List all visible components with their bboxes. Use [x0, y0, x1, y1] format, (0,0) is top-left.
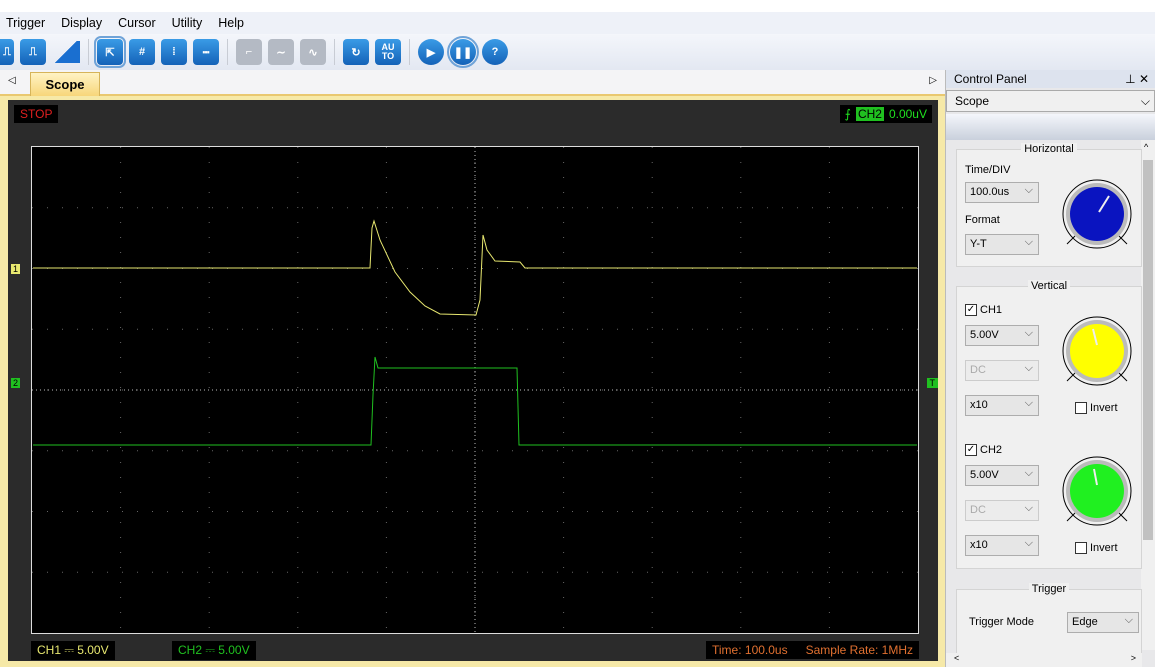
ch1-trace [33, 219, 917, 316]
menu-display[interactable]: Display [61, 16, 103, 30]
ch1-knob[interactable] [1061, 315, 1133, 387]
format-select[interactable]: Y-T [965, 233, 1039, 255]
ch1-volts-select[interactable]: 5.00V [965, 324, 1039, 346]
pause-icon[interactable]: ❚❚ [447, 36, 479, 68]
ch2-scale: CH2 ⎓ 5.00V [172, 641, 256, 660]
ch1-checkbox[interactable]: ✓ CH1 [965, 304, 1003, 316]
step-icon[interactable]: ⌐ [236, 39, 262, 65]
scroll-up-icon[interactable]: ^ [1144, 142, 1149, 152]
horizontal-cursor-icon[interactable]: ┅ [193, 39, 219, 65]
waveform-plot[interactable] [31, 146, 919, 634]
ch2-coupling-select[interactable]: DC [965, 499, 1039, 521]
ch2-checkbox[interactable]: ✓ CH2 [965, 444, 1003, 456]
ch2-volts-select[interactable]: 5.00V [965, 464, 1039, 486]
mode-select[interactable]: Scope ⌵ [946, 90, 1155, 112]
ch1-coupling-select[interactable]: DC [965, 359, 1039, 381]
triangle-wave-icon[interactable]: ∼ [268, 39, 294, 65]
tab-bar: ◁ Scope ▷ [0, 70, 945, 96]
menu-help[interactable]: Help [218, 16, 244, 30]
tab-scope[interactable]: Scope [30, 72, 100, 96]
auto-icon[interactable]: AU TO [375, 39, 401, 65]
horizontal-scrollbar[interactable]: < > [946, 653, 1142, 667]
waveform-svg [32, 147, 918, 633]
trigger-status: ⨍ CH2 0.00uV [839, 105, 932, 123]
ch1-scale: CH1 ⎓ 5.00V [31, 641, 115, 660]
trigger-mode-select[interactable]: Edge [1067, 611, 1139, 633]
horizontal-group: Horizontal Time/DIV 100.0us Format Y-T [956, 143, 1142, 267]
acquisition-info: Time: 100.0us Sample Rate: 1MHz [706, 641, 919, 659]
scope-view: STOP ⨍ CH2 0.00uV 1 2 T CH1 ⎓ 5.00V CH2 ⎓ … [0, 96, 945, 667]
help-icon[interactable]: ? [482, 39, 508, 65]
control-panel-title: Control Panel [954, 72, 1027, 86]
menu-trigger[interactable]: Trigger [6, 16, 46, 30]
scrollbar[interactable]: ^ [1141, 140, 1155, 650]
tab-right-arrow-icon[interactable]: ▷ [929, 75, 937, 86]
ramp-icon[interactable] [52, 41, 80, 63]
ch2-marker[interactable]: 2 [11, 378, 21, 388]
pulse-icon[interactable]: ⎍ [0, 39, 14, 65]
cross-cursor-icon[interactable]: # [129, 39, 155, 65]
sine-wave-icon[interactable]: ∿ [300, 39, 326, 65]
toolbar: ⎍ ⎍ ⇱ # ⁞ ┅ ⌐ ∼ ∿ ↻ AU TO ▶ ❚❚ ? [0, 34, 1155, 70]
play-icon[interactable]: ▶ [418, 39, 444, 65]
pin-icon[interactable]: ⊥ [1125, 72, 1136, 86]
menu-utility[interactable]: Utility [171, 16, 203, 30]
select-cursor-icon[interactable]: ⇱ [94, 36, 126, 68]
time-div-select[interactable]: 100.0us [965, 181, 1039, 203]
menu-bar: Trigger Display Cursor Utility Help [0, 12, 1155, 34]
ch2-invert-checkbox[interactable]: Invert [1075, 542, 1118, 554]
ch2-knob[interactable] [1061, 455, 1133, 527]
vertical-cursor-icon[interactable]: ⁞ [161, 39, 187, 65]
trigger-edge-icon: ⨍ [844, 107, 851, 121]
menu-cursor[interactable]: Cursor [118, 16, 156, 30]
ch2-trace [33, 356, 917, 446]
ch1-probe-select[interactable]: x10 [965, 394, 1039, 416]
control-panel: Control Panel ⊥ ✕ Scope ⌵ ^ Horizontal Tim… [945, 70, 1155, 667]
trigger-marker[interactable]: T [926, 378, 938, 388]
ch1-marker[interactable]: 1 [11, 264, 21, 274]
horizontal-knob[interactable] [1061, 178, 1133, 250]
chevron-down-icon: ⌵ [1140, 94, 1150, 108]
vertical-group: Vertical ✓CH1 5.00V DC x10 Invert ✓CH2 5… [956, 280, 1142, 569]
refresh-icon[interactable]: ↻ [343, 39, 369, 65]
pulse-width-icon[interactable]: ⎍ [20, 39, 46, 65]
tab-left-arrow-icon[interactable]: ◁ [8, 75, 16, 86]
close-icon[interactable]: ✕ [1138, 72, 1149, 86]
ch1-invert-checkbox[interactable]: Invert [1075, 402, 1118, 414]
scope-screen: STOP ⨍ CH2 0.00uV 1 2 T CH1 ⎓ 5.00V CH2 ⎓ … [8, 100, 938, 661]
run-status: STOP [14, 105, 59, 123]
ch2-probe-select[interactable]: x10 [965, 534, 1039, 556]
